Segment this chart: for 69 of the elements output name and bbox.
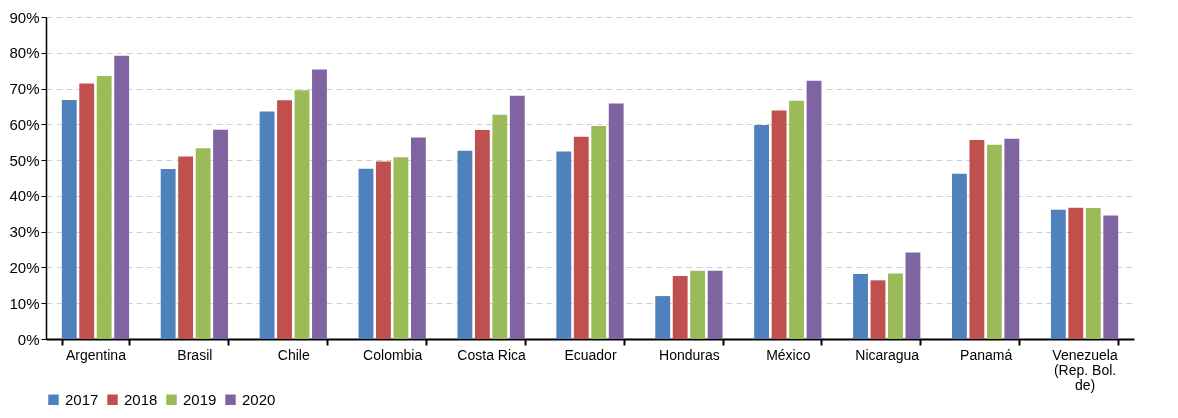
bar [556,151,572,339]
bar [474,130,490,339]
bar [79,83,95,339]
bar [573,136,589,339]
bar [312,69,327,339]
x-tick-label: Panamá [960,346,1013,363]
legend-label: 2018 [124,390,158,408]
y-tick-label: 70% [9,80,40,98]
bar [1068,207,1084,339]
bar [870,280,886,339]
y-tick-label: 30% [9,223,40,241]
bar [771,110,787,339]
bar [690,270,706,339]
bar [294,90,310,339]
y-tick-label: 10% [9,294,40,312]
bar [853,273,868,339]
bar [707,270,723,339]
bar [376,161,391,339]
bar [178,156,194,339]
bar [672,276,688,339]
bar [986,144,1002,339]
x-tick-label: Chile [277,346,310,363]
bar [905,252,921,339]
bar [655,296,671,339]
bar [888,273,903,339]
x-tick-label: Argentina [65,346,127,363]
y-tick-label: 40% [9,187,40,205]
bar [806,80,822,339]
y-tick-label: 60% [9,115,40,133]
y-tick-label: 90% [9,8,40,26]
bar [96,76,112,339]
bar [969,140,985,339]
y-tick-label: 50% [9,151,40,169]
bar [114,55,130,339]
bar [410,137,426,339]
x-tick-label: México [766,346,811,363]
y-tick-label: 80% [9,44,40,62]
bar [358,168,374,339]
x-tick-label: Honduras [659,346,720,363]
bar [213,129,228,339]
bar [509,95,525,339]
bar [1004,138,1020,339]
x-tick-label: Brasil [177,346,213,363]
bar [393,157,409,339]
bar [160,169,176,339]
bar [1085,208,1101,339]
legend-label: 2020 [242,390,276,408]
y-tick-label: 0% [17,330,40,348]
bar [1050,209,1066,339]
bar [608,103,624,339]
y-tick-label: 20% [9,258,40,276]
bar [591,126,607,339]
bar [754,125,770,339]
legend-label: 2017 [65,390,99,408]
legend-label: 2019 [183,390,217,408]
bar [952,173,967,339]
x-tick-label: Costa Rica [457,346,527,363]
bar [789,100,804,339]
x-tick-label: Nicaragua [855,346,920,363]
bar [61,100,77,339]
x-tick-label: Venezuela (Rep. Bol. de) [1052,346,1118,393]
bar [195,148,211,339]
bar [492,114,508,339]
bar [277,100,292,339]
x-tick-label: Ecuador [564,346,617,363]
bar [1103,215,1119,339]
x-tick-label: Colombia [363,346,423,363]
bar [457,150,473,339]
bar [259,111,275,339]
